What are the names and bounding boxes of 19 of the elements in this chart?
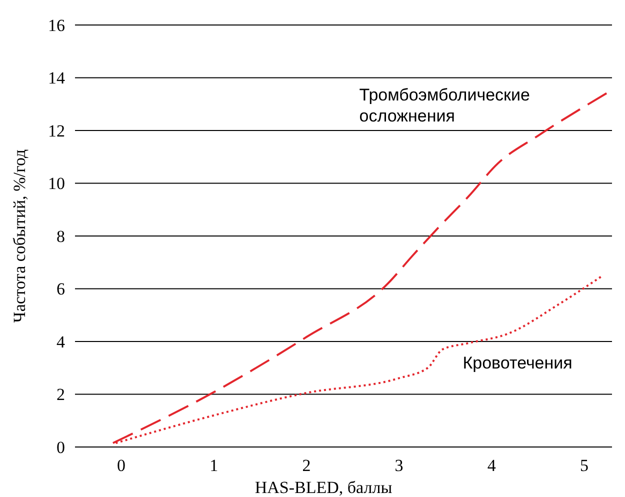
y-axis-title: Частота событий, %/год [10,148,29,323]
y-tick-label: 2 [56,385,65,404]
series-label: Тромбоэмболические осложнения [359,85,530,126]
y-tick-label: 4 [56,332,66,352]
x-axis-title: HAS-BLED, баллы [254,478,393,497]
y-tick-label: 6 [56,280,65,299]
y-tick-label: 12 [48,121,65,140]
x-tick-label: 3 [394,456,404,475]
x-tick-label: 0 [117,456,126,475]
x-tick-label: 4 [487,456,496,475]
x-tick-label: 2 [302,456,311,475]
y-tick-label: 8 [56,226,65,246]
y-tick-label: 14 [48,68,66,88]
y-tick-label: 10 [48,174,65,194]
x-tick-label: 1 [210,456,218,475]
x-tick-label: 5 [580,456,588,475]
y-tick-label: 0 [56,438,65,457]
series-label: Кровотечения [462,354,572,373]
y-tick-label: 16 [48,16,65,35]
